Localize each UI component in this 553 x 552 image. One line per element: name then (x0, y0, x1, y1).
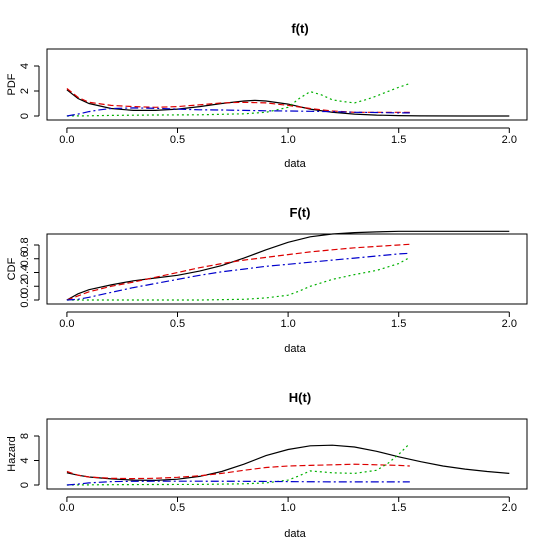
y-tick-label: 0 (19, 482, 31, 488)
plot-frame (46, 48, 528, 121)
y-tick-label: 2 (19, 88, 31, 94)
y-tick-label: 0.0 (19, 292, 31, 307)
x-tick-label: 2.0 (502, 134, 517, 146)
chart-title: f(t) (291, 21, 308, 36)
x-tick-label: 1.0 (280, 134, 295, 146)
y-tick-label: 8 (19, 433, 31, 439)
plot-frame (46, 418, 528, 490)
x-axis-label: data (284, 528, 306, 540)
panel-cdf: F(t)0.0 0.5 1.0 1.5 2.0data0.00.20.40.60.8CD… (6, 205, 528, 355)
x-tick-label: 0.5 (170, 318, 185, 330)
x-tick-label: 0.5 (170, 134, 185, 146)
y-axis-label: Hazard (6, 436, 18, 471)
x-tick-label: 2.0 (502, 502, 517, 514)
y-tick-label: 0.2 (19, 279, 31, 294)
series-line-3 (66, 442, 411, 486)
series-line-4 (66, 480, 410, 486)
series-line-4 (66, 107, 410, 117)
y-tick-label: 0.6 (19, 251, 31, 266)
series-line-1 (66, 230, 510, 301)
series-line-1 (66, 444, 510, 482)
x-tick-label: 0.0 (59, 318, 74, 330)
x-tick-label: 0.5 (170, 502, 185, 514)
x-tick-label: 1.0 (280, 502, 295, 514)
y-tick-label: 4 (19, 63, 31, 69)
plot-frame (46, 233, 528, 305)
y-axis-label: PDF (6, 73, 18, 95)
y-axis-label: CDF (6, 257, 18, 280)
x-axis-label: data (284, 343, 306, 355)
series-line-3 (66, 256, 411, 301)
chart-title: H(t) (289, 390, 311, 405)
y-tick-label: 4 (19, 457, 31, 463)
series-line-1 (66, 89, 510, 117)
x-tick-label: 1.5 (391, 502, 406, 514)
series-line-4 (66, 252, 410, 301)
y-tick-label: 0.4 (19, 265, 31, 280)
y-tick-label: 0 (19, 113, 31, 119)
x-tick-label: 2.0 (502, 318, 517, 330)
chart-title: F(t) (290, 205, 311, 220)
y-tick-label: 0.8 (19, 237, 31, 252)
x-tick-label: 1.5 (391, 134, 406, 146)
x-tick-label: 1.5 (391, 318, 406, 330)
x-tick-label: 0.0 (59, 502, 74, 514)
x-axis-label: data (284, 158, 306, 170)
x-tick-label: 0.0 (59, 134, 74, 146)
series-line-3 (66, 82, 410, 117)
series-line-2 (66, 243, 410, 301)
x-tick-label: 1.0 (280, 318, 295, 330)
series-line-2 (66, 463, 410, 480)
